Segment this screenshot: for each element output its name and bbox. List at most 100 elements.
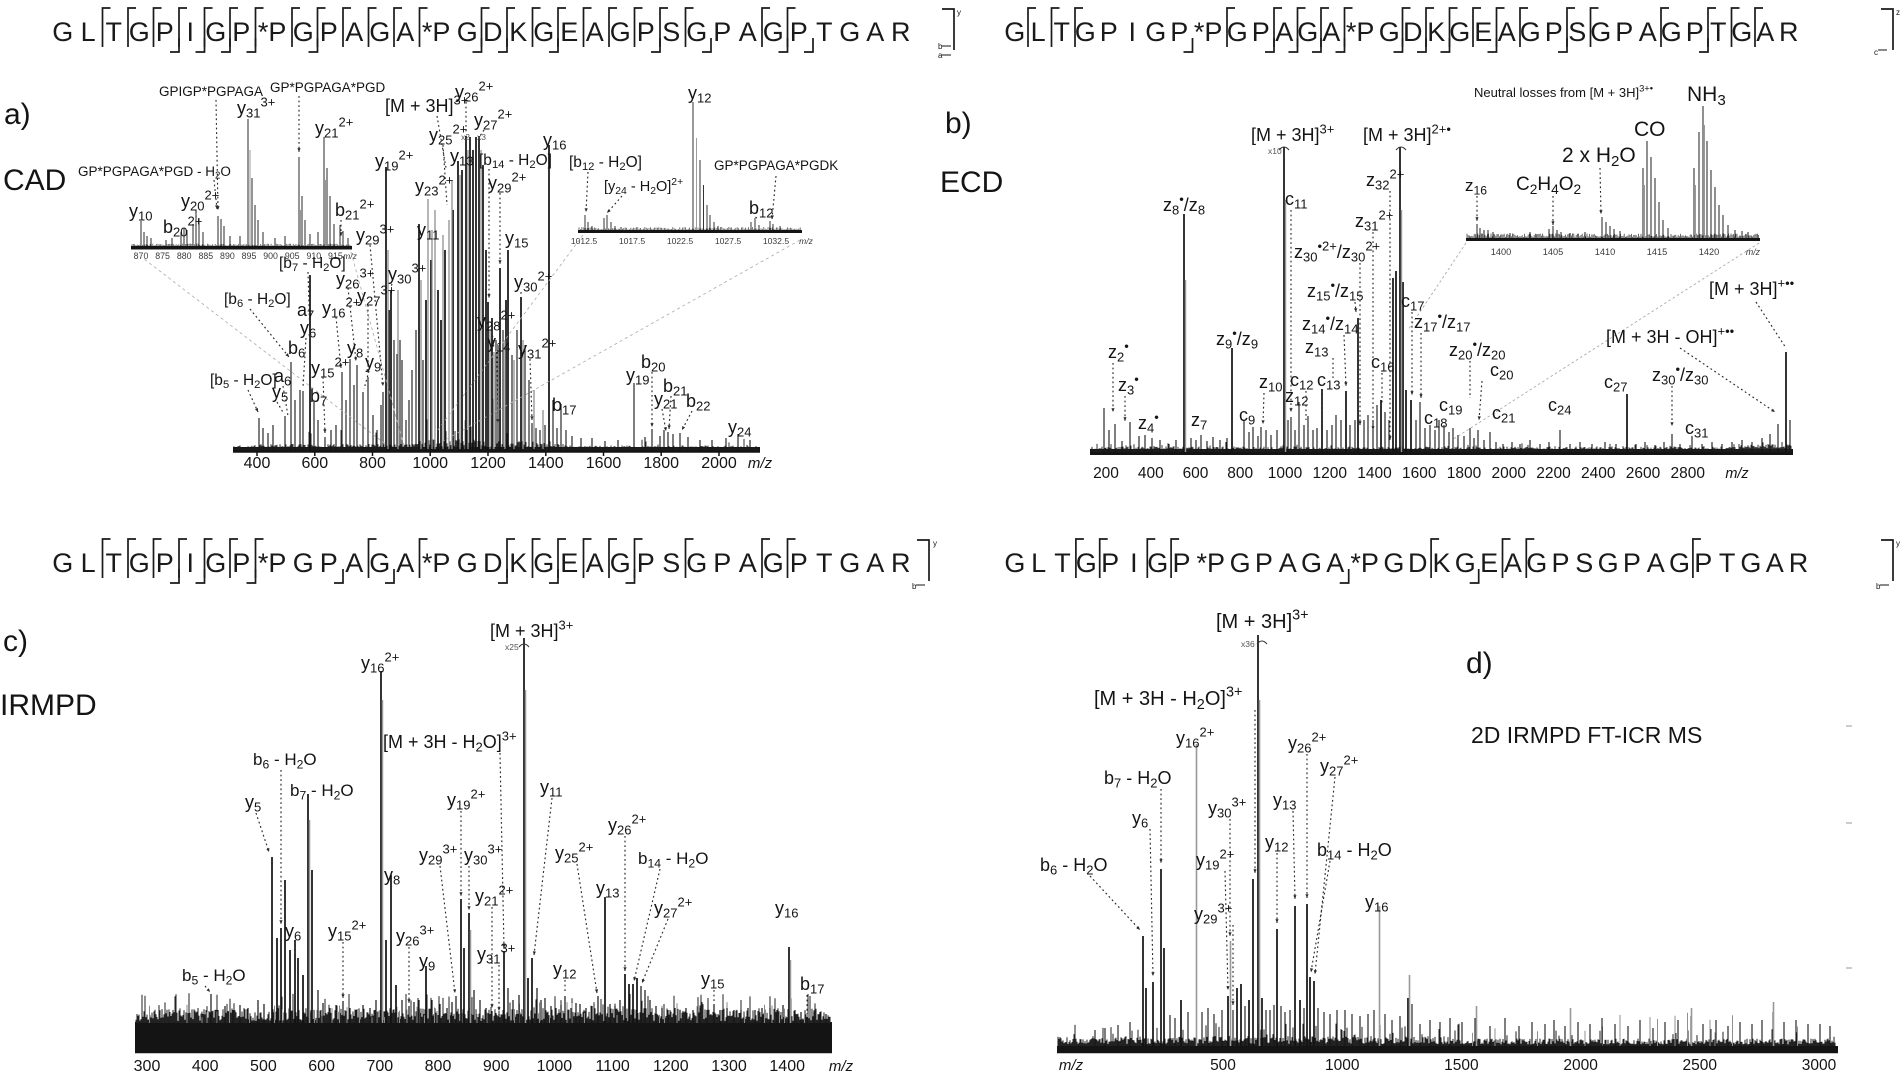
- svg-text:y15: y15: [701, 969, 724, 992]
- svg-text:b6 - H2O: b6 - H2O: [253, 750, 317, 771]
- svg-text:A: A: [1322, 17, 1340, 47]
- svg-text:1410: 1410: [1595, 247, 1615, 257]
- svg-text:G: G: [839, 548, 860, 578]
- svg-text:G: G: [1661, 17, 1682, 47]
- svg-text:G: G: [610, 548, 631, 578]
- svg-text:*P: *P: [422, 548, 451, 578]
- svg-text:m/z: m/z: [1059, 1057, 1084, 1074]
- svg-text:G: G: [369, 17, 390, 47]
- svg-text:A: A: [345, 17, 363, 47]
- svg-text:G: G: [1297, 17, 1318, 47]
- svg-text:P: P: [1101, 548, 1119, 578]
- svg-text:400: 400: [1138, 465, 1164, 482]
- svg-text:b5 - H2O: b5 - H2O: [182, 966, 246, 987]
- svg-text:y303+: y303+: [1208, 794, 1246, 820]
- svg-text:I: I: [1130, 548, 1138, 578]
- svg-text:G: G: [533, 17, 554, 47]
- svg-text:m/z: m/z: [748, 455, 773, 472]
- svg-text:x2: x2: [461, 132, 470, 142]
- svg-text:[b5 - H2O]: [b5 - H2O]: [210, 372, 277, 391]
- svg-text:[y24 - H2O]2+: [y24 - H2O]2+: [604, 177, 683, 197]
- svg-text:y: y: [957, 8, 961, 17]
- svg-text:G: G: [52, 17, 73, 47]
- svg-text:y262+: y262+: [1288, 729, 1326, 755]
- svg-text:GP*PGPAGA*PGD - H2O: GP*PGPAGA*PGD - H2O: [78, 164, 231, 182]
- svg-text:G: G: [763, 17, 784, 47]
- svg-text:905: 905: [285, 251, 300, 261]
- svg-text:P: P: [637, 548, 655, 578]
- svg-text:b21: b21: [663, 376, 687, 399]
- svg-text:y273+: y273+: [357, 282, 395, 308]
- svg-text:G: G: [1004, 17, 1025, 47]
- svg-text:900: 900: [263, 251, 278, 261]
- svg-text:P: P: [1170, 17, 1188, 47]
- svg-text:A: A: [739, 548, 757, 578]
- svg-text:G: G: [129, 17, 150, 47]
- svg-text:T: T: [816, 17, 833, 47]
- svg-text:1027.5: 1027.5: [715, 236, 742, 246]
- svg-text:880: 880: [177, 251, 192, 261]
- svg-text:E: E: [560, 548, 578, 578]
- svg-text:G: G: [1076, 548, 1097, 578]
- svg-text:G: G: [763, 548, 784, 578]
- svg-text:y192+: y192+: [1196, 846, 1234, 872]
- svg-text:ECD: ECD: [940, 166, 1003, 199]
- svg-text:z16: z16: [1465, 176, 1487, 197]
- svg-text:Neutral losses from [M + 3H]3+: Neutral losses from [M + 3H]3+•: [1474, 83, 1653, 101]
- svg-text:1500: 1500: [1444, 1057, 1479, 1074]
- svg-text:y292+: y292+: [488, 169, 526, 195]
- svg-text:y13: y13: [450, 146, 473, 169]
- svg-text:y192+: y192+: [375, 147, 413, 173]
- svg-text:2 x H2O: 2 x H2O: [1562, 144, 1636, 170]
- svg-text:S: S: [1568, 17, 1586, 47]
- svg-text:A: A: [1279, 548, 1297, 578]
- svg-text:G: G: [457, 548, 478, 578]
- svg-text:P: P: [320, 17, 338, 47]
- svg-text:[b14 - H2O]: [b14 - H2O]: [479, 152, 552, 171]
- svg-text:y272+: y272+: [474, 106, 512, 132]
- svg-text:L: L: [81, 17, 96, 47]
- svg-text:R: R: [1779, 17, 1799, 47]
- svg-text:z12: z12: [1285, 386, 1308, 409]
- svg-text:x25: x25: [505, 642, 519, 652]
- svg-text:G: G: [1669, 548, 1690, 578]
- svg-text:x10: x10: [1268, 146, 1282, 156]
- svg-text:y232+: y232+: [415, 172, 453, 198]
- svg-text:y313+: y313+: [477, 940, 515, 966]
- svg-text:1800: 1800: [643, 455, 679, 472]
- svg-text:y162+: y162+: [361, 649, 399, 675]
- svg-text:y10: y10: [129, 201, 152, 224]
- svg-text:b6 - H2O: b6 - H2O: [1040, 855, 1108, 878]
- svg-text:z14•/z14: z14•/z14: [1302, 310, 1359, 336]
- svg-text:z9•/z9: z9•/z9: [1216, 325, 1258, 351]
- svg-text:y263+: y263+: [396, 922, 434, 948]
- svg-text:600: 600: [301, 455, 328, 472]
- svg-text:z7: z7: [1191, 410, 1207, 433]
- svg-text:500: 500: [250, 1058, 277, 1075]
- svg-text:1200: 1200: [1313, 465, 1348, 482]
- svg-text:y303+: y303+: [388, 260, 426, 286]
- svg-text:I: I: [1128, 17, 1136, 47]
- svg-text:y13: y13: [596, 878, 619, 901]
- svg-text:A: A: [1498, 17, 1516, 47]
- svg-text:P: P: [637, 17, 655, 47]
- svg-text:y5: y5: [245, 792, 261, 815]
- svg-text:y9: y9: [419, 951, 435, 974]
- svg-text:*P: *P: [1194, 17, 1223, 47]
- svg-text:A: A: [1326, 548, 1344, 578]
- svg-text:y293+: y293+: [419, 841, 457, 867]
- svg-text:G: G: [1147, 548, 1168, 578]
- svg-text:P: P: [232, 548, 250, 578]
- svg-text:P: P: [232, 17, 250, 47]
- svg-text:z17•/z17: z17•/z17: [1414, 308, 1471, 334]
- svg-text:T: T: [1054, 548, 1071, 578]
- svg-text:c11: c11: [1285, 189, 1308, 212]
- svg-text:A: A: [1766, 548, 1784, 578]
- svg-text:1800: 1800: [1447, 465, 1482, 482]
- svg-text:z2•: z2•: [1108, 338, 1129, 364]
- svg-text:[M + 3H - H2O]3+: [M + 3H - H2O]3+: [383, 728, 517, 754]
- svg-text:I: I: [186, 17, 194, 47]
- svg-text:a: a: [938, 51, 943, 60]
- svg-text:y6: y6: [285, 921, 301, 944]
- svg-text:T: T: [1719, 548, 1736, 578]
